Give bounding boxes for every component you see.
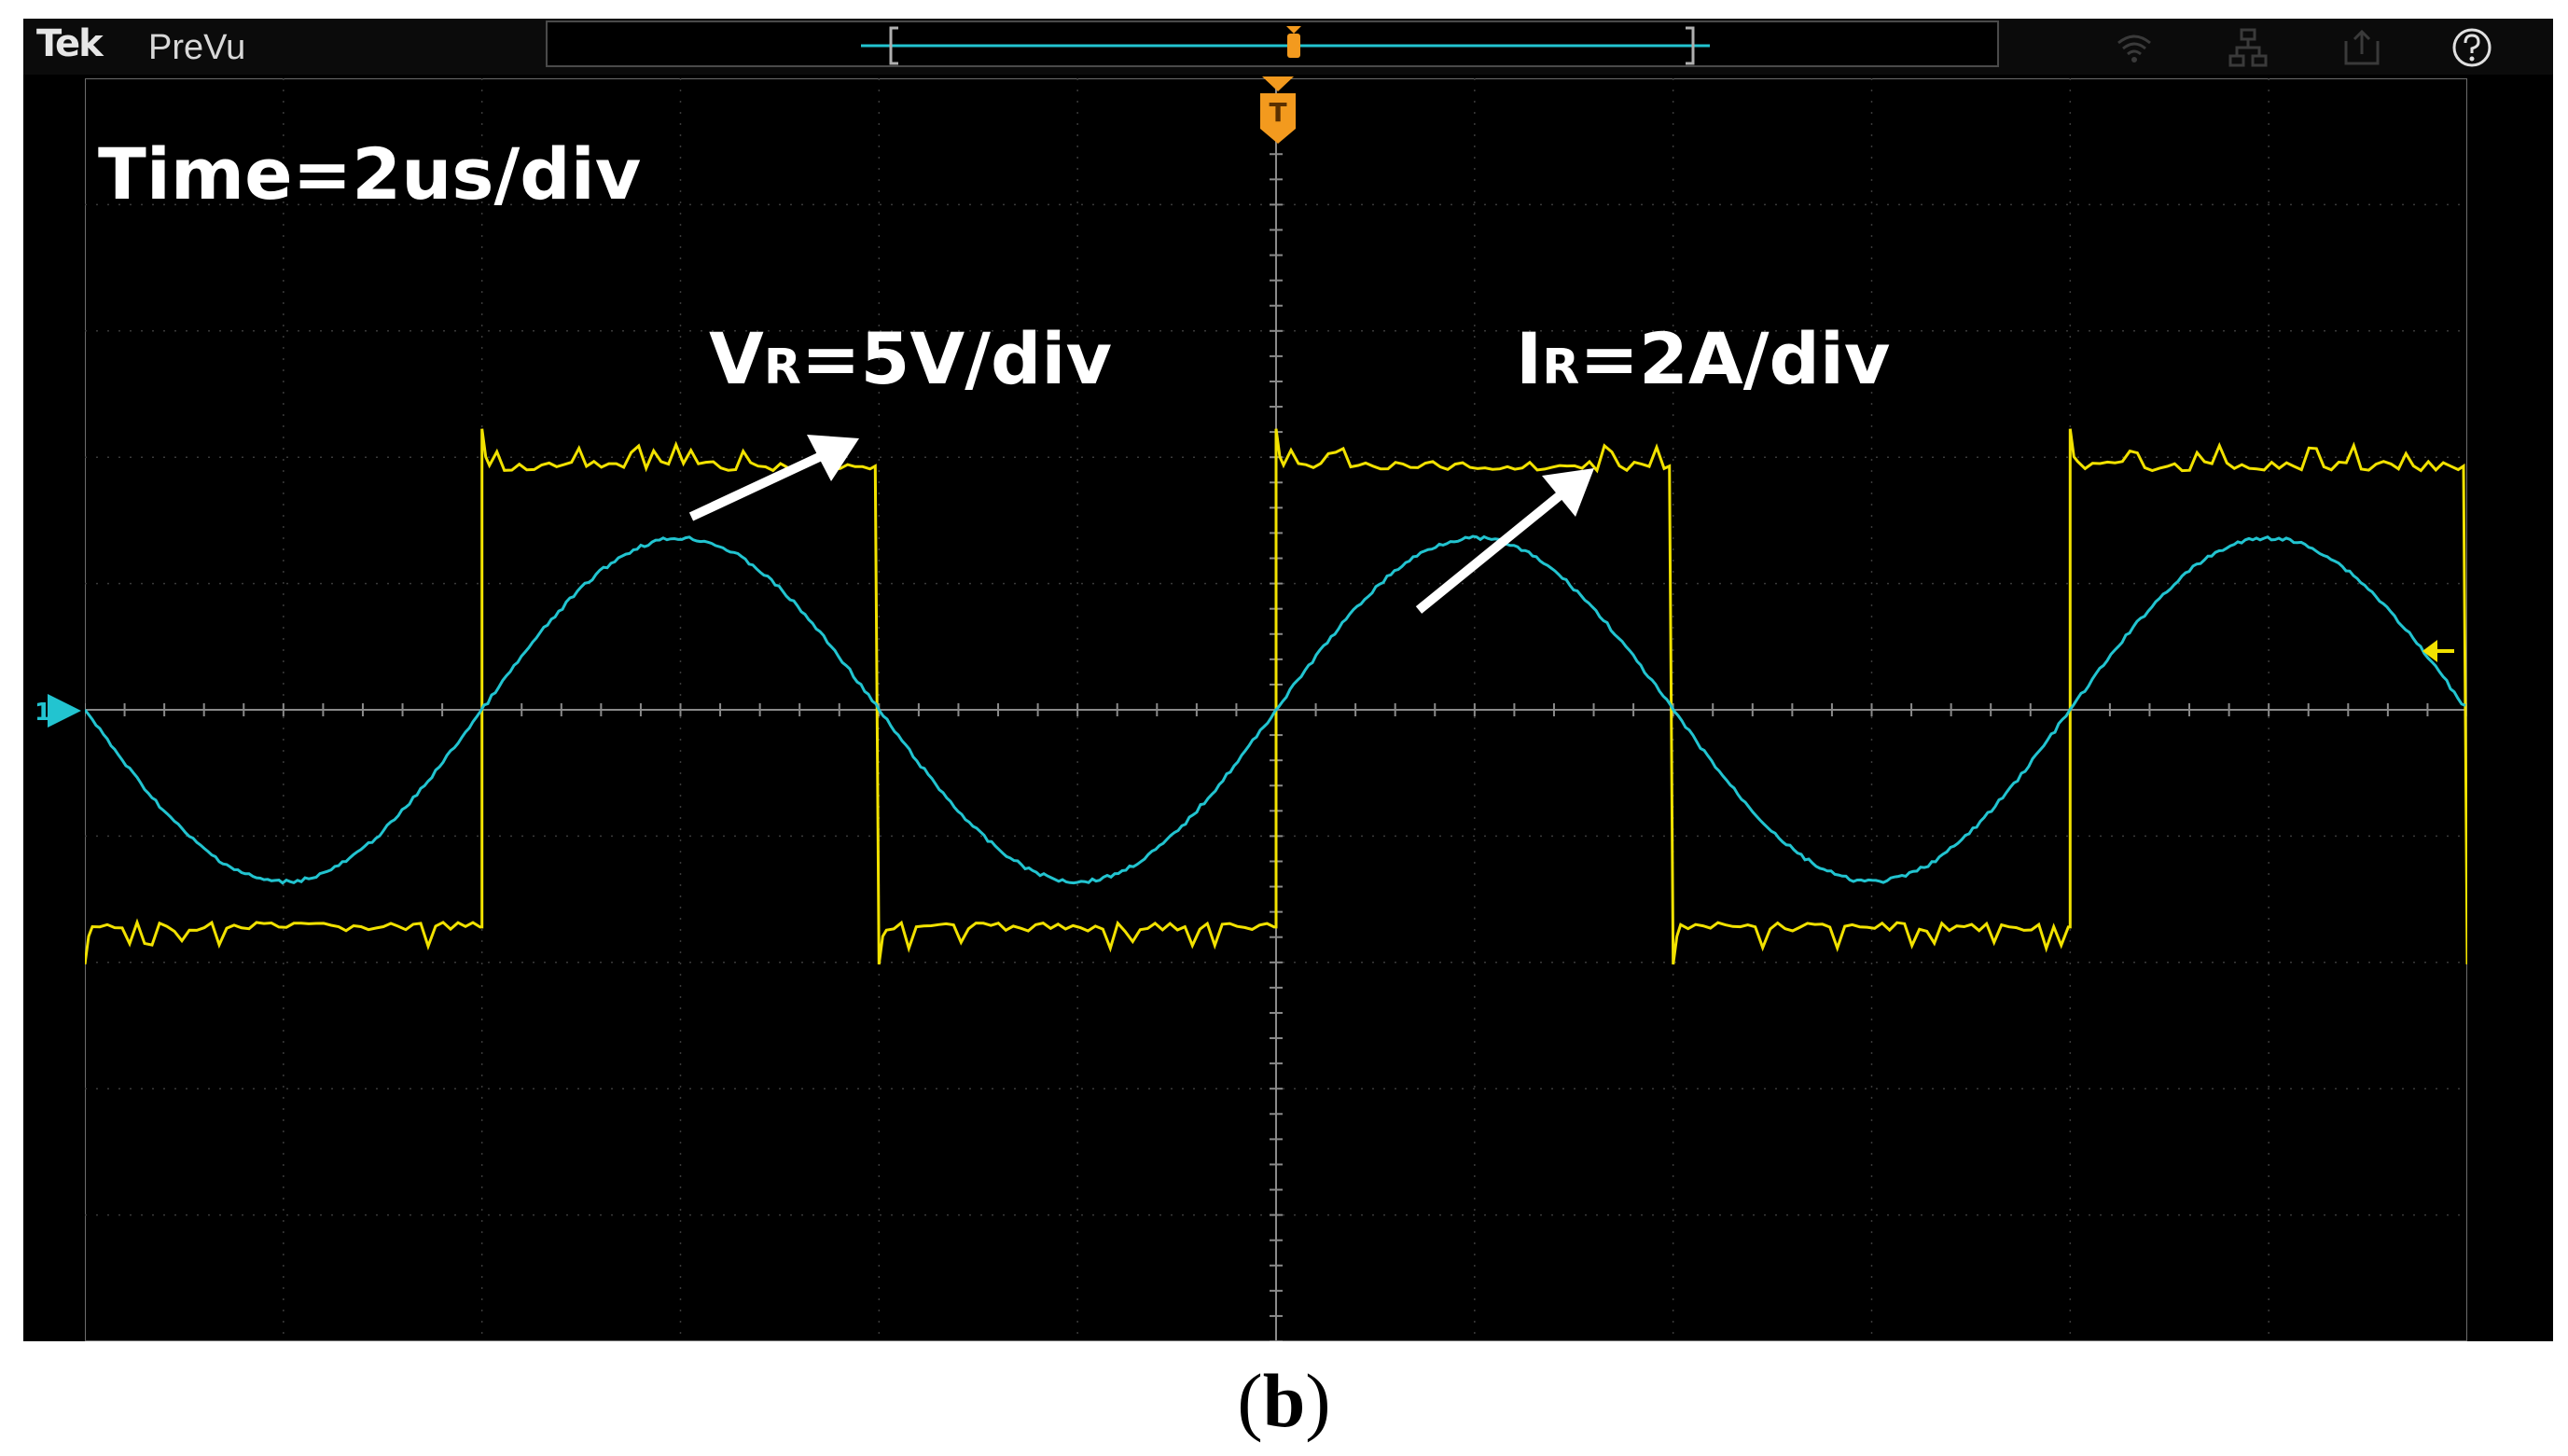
brand-logo: Tek — [36, 22, 104, 65]
voltage-label-sub: R — [763, 340, 801, 395]
record-trigger-marker-icon — [1286, 26, 1301, 34]
current-scale-label: IR=2A/div — [1516, 317, 1890, 400]
time-scale-label: Time=2us/div — [98, 132, 642, 215]
record-bracket-left — [889, 26, 898, 65]
voltage-label-main: V — [709, 317, 764, 400]
wifi-icon[interactable] — [2113, 26, 2156, 69]
trigger-marker-label: T — [1269, 97, 1286, 128]
top-bar: Tek PreVu — [23, 19, 2553, 75]
voltage-scale-label: VR=5V/div — [709, 317, 1112, 400]
vr-voltage-trace — [85, 428, 2467, 965]
current-label-rest: =2A/div — [1579, 317, 1891, 400]
current-label-sub: R — [1542, 340, 1580, 395]
caption-close: ) — [1305, 1358, 1331, 1443]
current-label-main: I — [1516, 317, 1543, 400]
figure-caption: (b) — [0, 1357, 2568, 1445]
network-icon[interactable] — [2227, 26, 2270, 69]
waveform-graticule — [85, 78, 2467, 1341]
export-icon[interactable] — [2340, 26, 2383, 69]
ir-current-trace — [85, 534, 2466, 885]
arrow-to-ir-trace — [1415, 468, 1594, 614]
oscilloscope-display: Tek PreVu — [23, 19, 2553, 1341]
trigger-level-marker-icon[interactable] — [2419, 632, 2456, 670]
acquisition-mode: PreVu — [148, 28, 246, 67]
trigger-position-marker[interactable]: T — [1256, 76, 1299, 146]
channel1-marker-label: 1 — [35, 699, 51, 727]
record-view-bar[interactable] — [546, 21, 1999, 67]
record-bracket-right — [1686, 26, 1695, 65]
caption-open: ( — [1237, 1358, 1263, 1443]
caption-letter: b — [1262, 1358, 1306, 1443]
arrow-to-vr-trace — [688, 435, 859, 521]
help-icon[interactable] — [2450, 26, 2493, 69]
channel1-ground-marker[interactable]: 1 — [25, 688, 87, 733]
record-trigger-body — [1287, 34, 1300, 58]
voltage-label-rest: =5V/div — [800, 317, 1113, 400]
